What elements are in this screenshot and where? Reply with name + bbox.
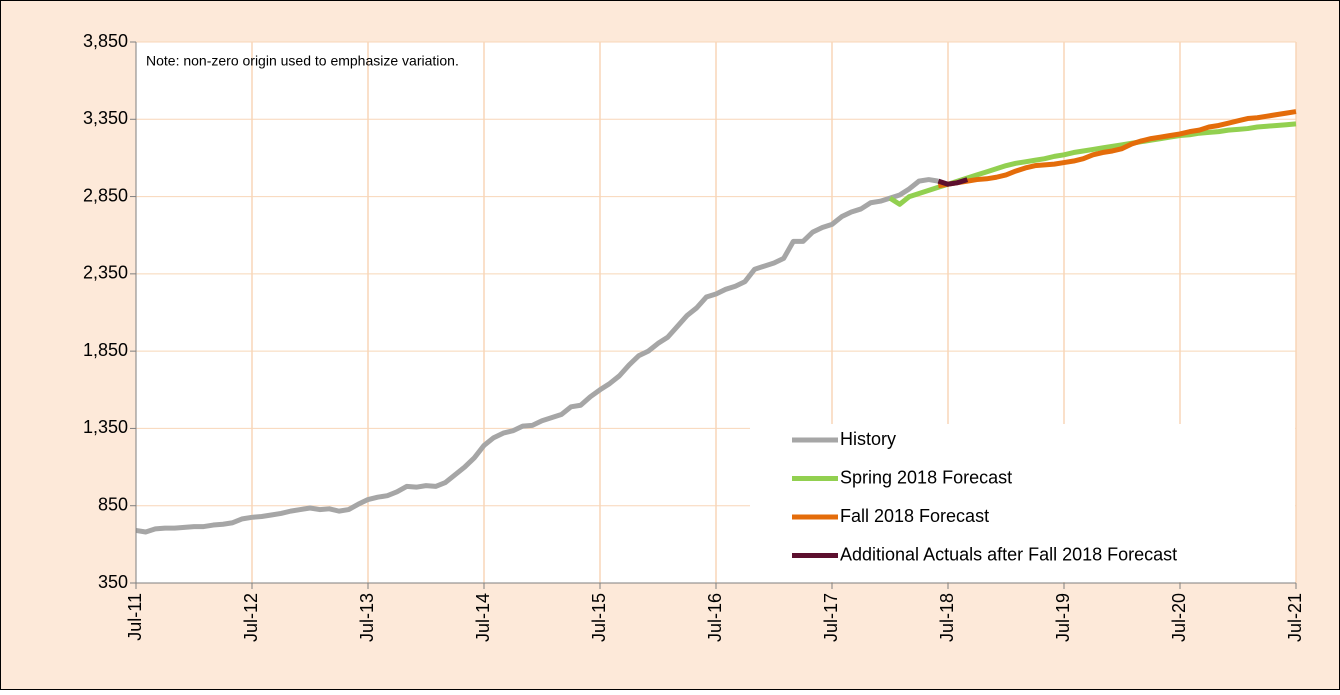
y-tick-label: 350 — [98, 572, 128, 592]
series-line — [937, 109, 1297, 189]
y-tick-label: 2,350 — [83, 263, 128, 283]
y-tick-label: 850 — [98, 494, 128, 514]
series-line — [135, 177, 939, 535]
x-tick-label: Jul-15 — [589, 593, 609, 642]
x-tick-label: Jul-20 — [1169, 593, 1189, 642]
legend-label: Fall 2018 Forecast — [840, 506, 989, 526]
y-tick-label: 3,850 — [83, 31, 128, 51]
legend-label: Additional Actuals after Fall 2018 Forec… — [840, 544, 1177, 564]
x-tick-label: Jul-18 — [937, 593, 957, 642]
x-tick-label: Jul-19 — [1053, 593, 1073, 642]
x-tick-label: Jul-14 — [473, 593, 493, 642]
lines — [135, 109, 1297, 535]
y-tick-label: 3,350 — [83, 108, 128, 128]
axes: 350 850 1,350 1,850 2,350 2,850 3,350 3,850 Jul-… — [83, 31, 1305, 642]
legend-label: History — [840, 429, 896, 449]
x-tick-label: Jul-21 — [1285, 593, 1305, 642]
series-line — [937, 177, 969, 187]
legend-box — [750, 424, 1295, 582]
x-tick-label: Jul-16 — [705, 593, 725, 642]
y-tick-label: 1,350 — [83, 417, 128, 437]
x-tick-label: Jul-12 — [241, 593, 261, 642]
y-tick-label: 1,850 — [83, 340, 128, 360]
legend: History Spring 2018 Forecast Fall 2018 For… — [750, 424, 1295, 582]
annotation: Note: non-zero origin used to emphasize … — [146, 53, 459, 69]
y-tick-label: 2,850 — [83, 185, 128, 205]
legend-label: Spring 2018 Forecast — [840, 467, 1012, 487]
x-tick-label: Jul-11 — [125, 593, 145, 641]
x-tick-label: Jul-13 — [357, 593, 377, 642]
x-tick-label: Jul-17 — [821, 593, 841, 642]
